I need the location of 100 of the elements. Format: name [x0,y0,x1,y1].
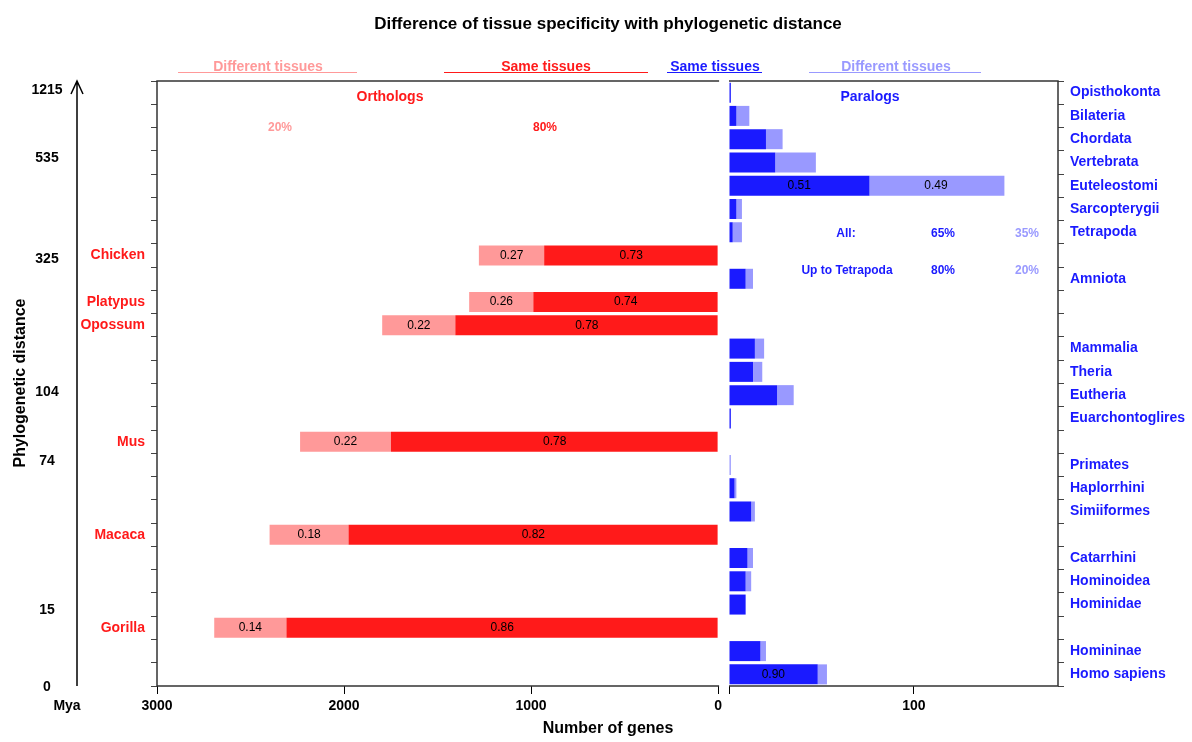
text: 0 [43,678,51,694]
y-tick-label: Mus [117,432,146,449]
text: Different tissues [841,58,951,74]
annotation: 0.86 [490,620,515,635]
bar [760,641,766,662]
annotation: 0.82 [521,527,546,542]
x-tick-label: 2000 [328,697,360,714]
text: 74 [39,452,55,468]
y-tick-label: Catarrhini [1070,548,1137,565]
bar [736,198,742,219]
bar [533,292,718,313]
y-axis-title: Phylogenetic distance [11,298,29,468]
bar [269,524,349,545]
x-axis-title: Number of genes [542,719,674,737]
annotation: 20% [1014,263,1040,277]
bar [348,524,718,545]
bar [736,105,750,126]
annotation: 0.18 [297,527,322,542]
annotation: 0.49 [924,178,949,193]
y-tick-label: Macaca [94,525,146,542]
y-tick-label: Platypus [86,292,146,309]
bar [747,548,754,569]
series-label: Same tissues [670,58,760,74]
y-tick-label: Hominidae [1070,595,1142,612]
annotation: 0.22 [407,317,431,332]
bar [729,338,755,359]
y-tick-label: Eutheria [1070,385,1127,402]
annotation: 65% [930,226,956,240]
text: 325 [35,250,59,266]
bar [390,431,718,452]
bar [729,641,761,662]
x-tick-label: 100 [902,697,926,714]
annotation: Paralogs [840,88,900,104]
text: 104 [35,383,59,399]
y-tick-label: Mammalia [1070,339,1138,356]
y-tick-label: Simiiformes [1070,502,1151,519]
bar [455,315,718,336]
annotation: Up to Tetrapoda [801,263,893,277]
y-tick-label: Chordata [1070,130,1132,147]
annotation: 0.51 [787,178,812,193]
y-tick-label: Chicken [90,246,145,263]
bar [765,129,783,150]
bar [478,245,545,266]
bar [869,175,1005,196]
bar [729,385,778,406]
annotation: 80% [930,263,956,277]
y-tick-label: Haplorrhini [1070,479,1145,496]
y-tick-label: Euarchontoglires [1070,409,1186,426]
annotation: 0.73 [619,247,644,262]
bar [729,361,754,382]
bar [729,175,870,196]
bar [729,152,776,173]
bar [751,501,755,522]
x-tick-label: 1000 [515,697,547,714]
bar [745,268,754,289]
bar [469,292,534,313]
y-tick-label: Amniota [1070,269,1127,286]
y-tick-label: Opossum [80,316,145,333]
y-tick-label: Bilateria [1070,106,1126,123]
annotation: 0.74 [614,294,638,309]
y-tick-label: Primates [1070,455,1130,472]
annotation: 0.27 [499,247,524,262]
bar [729,222,733,243]
text: 15 [39,601,55,617]
bar [745,571,752,592]
bar [775,152,816,173]
annotation: All: [836,226,856,240]
chart-title: Difference of tissue specificity with phylogenetic distance [374,14,842,34]
annotation: 0.78 [542,433,567,448]
y-tick-label: Gorilla [100,618,146,635]
bar [732,222,742,243]
bar [286,617,718,638]
text: 1215 [31,81,63,97]
annotation: 35% [1014,226,1040,240]
y-tick-label: Opisthokonta [1070,83,1161,100]
text: Same tissues [501,58,591,74]
y-tick-label: Vertebrata [1070,153,1139,170]
bar [729,664,818,685]
annotation: 0.26 [489,294,514,309]
annotation: 80% [532,120,558,134]
y-tick-label: Homo sapiens [1070,665,1166,682]
bar [300,431,391,452]
bar [729,268,746,289]
text: 535 [35,149,59,165]
bar [729,501,752,522]
y-tick-label: Theria [1070,362,1113,379]
annotation: 0.90 [761,666,786,681]
annotation: 0.22 [333,433,358,448]
bar [777,385,794,406]
bar [729,571,746,592]
annotation: 0.78 [575,317,599,332]
x-tick-label: 3000 [141,697,173,714]
bar [729,594,746,615]
annotation: 20% [267,120,293,134]
text: Mya [53,697,81,713]
bar [729,129,766,150]
annotation: 0.14 [238,620,263,635]
text: Different tissues [213,58,323,74]
bar [214,617,287,638]
bar [544,245,718,266]
